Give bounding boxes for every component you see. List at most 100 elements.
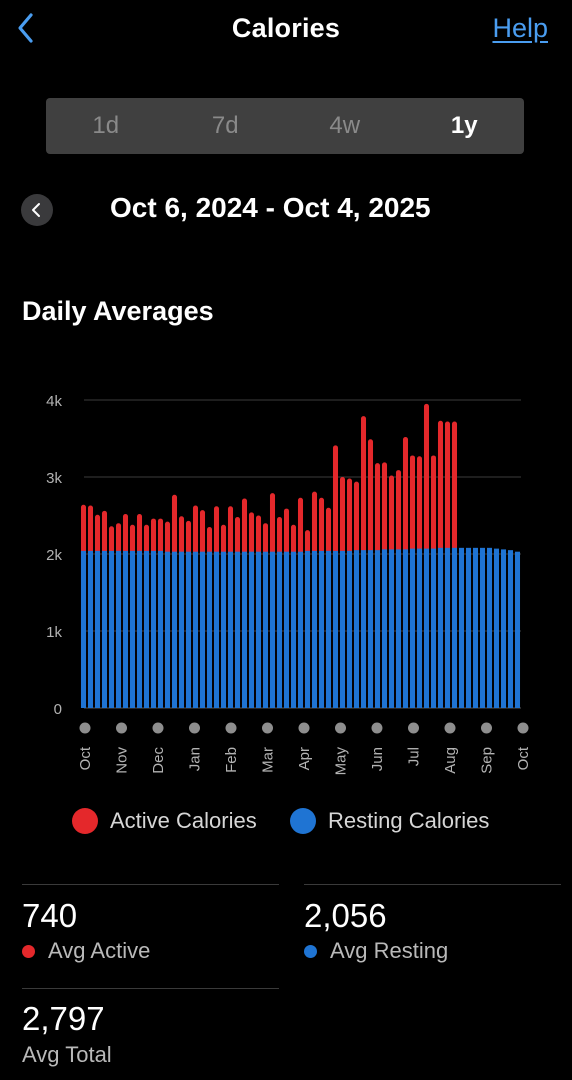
bar-resting	[486, 547, 493, 708]
legend-swatch-resting	[290, 808, 316, 834]
bar-resting	[122, 550, 129, 708]
bar-resting	[458, 547, 465, 708]
avg-total-value: 2,797	[22, 1000, 105, 1037]
legend-item-active: Active Calories	[72, 808, 257, 834]
x-tick-label: Dec	[150, 747, 167, 774]
avg-resting-label: Avg Resting	[304, 938, 448, 964]
bar-resting	[290, 551, 297, 708]
bar-resting	[276, 551, 283, 708]
tab-4w[interactable]: 4w	[329, 112, 361, 139]
legend-label-resting: Resting Calories	[328, 808, 490, 833]
bar-resting	[171, 551, 178, 708]
back-chevron-icon[interactable]	[12, 10, 42, 46]
bar-resting	[472, 547, 479, 708]
x-tick-label: Sep	[479, 747, 496, 774]
help-link[interactable]: Help	[492, 13, 548, 43]
y-tick-label: 4k	[46, 393, 62, 410]
x-tick-dot	[335, 722, 346, 734]
bar-resting	[143, 550, 150, 708]
bar-resting	[465, 547, 472, 708]
bar-resting	[451, 547, 458, 708]
legend-item-resting: Resting Calories	[290, 808, 489, 834]
bar-resting	[507, 550, 514, 708]
bar-resting	[234, 551, 241, 708]
calories-bar-chart: 0 1k 2k 3k 4k Oct Nov Dec Jan Feb Mar Apr May Jun Jul A…	[46, 393, 532, 775]
bar-resting	[185, 551, 192, 708]
previous-period-button[interactable]	[21, 194, 53, 226]
avg-active-label-text: Avg Active	[48, 938, 151, 963]
x-tick-label: Jul	[406, 747, 423, 766]
bar-resting	[108, 550, 115, 708]
avg-active-value: 740	[22, 897, 78, 934]
bar-resting	[416, 548, 423, 708]
avg-resting-label-text: Avg Resting	[330, 938, 449, 963]
bar-resting	[367, 550, 374, 708]
x-tick-dot	[298, 722, 310, 734]
bar-resting	[402, 549, 409, 708]
x-tick-dot	[408, 722, 419, 734]
x-tick-label: Oct	[515, 746, 532, 770]
bar-resting	[241, 551, 248, 708]
bar-resting	[360, 550, 367, 708]
header: Calories Help	[0, 0, 572, 60]
bar-resting	[262, 551, 269, 708]
bar-resting	[395, 549, 402, 708]
x-tick-label: Apr	[296, 747, 313, 770]
bar-resting	[353, 550, 360, 708]
bar-resting	[115, 550, 122, 708]
x-tick-label: Oct	[77, 746, 94, 770]
bar-resting	[206, 551, 213, 708]
bar-resting	[157, 550, 164, 708]
bar-resting	[192, 551, 199, 708]
bar-resting	[248, 551, 255, 708]
bar-resting	[178, 551, 185, 708]
bar-resting	[101, 550, 108, 708]
tab-1d[interactable]: 1d	[92, 112, 120, 139]
resting-dot-icon	[304, 944, 317, 958]
avg-total-label: Avg Total	[22, 1042, 112, 1067]
bar-resting	[227, 551, 234, 708]
y-tick-label: 3k	[46, 470, 62, 487]
stats-divider	[304, 884, 561, 885]
legend-swatch-active	[72, 808, 98, 834]
bar-resting	[479, 547, 486, 708]
bar-resting	[150, 550, 157, 708]
section-title: Daily Averages	[22, 296, 214, 326]
period-segmented-control: 1d 7d 4w 1y	[46, 98, 524, 154]
bar-resting	[409, 548, 416, 708]
x-tick-dot	[189, 722, 200, 734]
bar-resting	[444, 547, 451, 708]
avg-resting-value: 2,056	[304, 897, 387, 934]
page-title: Calories	[231, 13, 341, 43]
active-dot-icon	[22, 944, 35, 958]
x-tick-dot	[152, 722, 164, 734]
bar-resting	[388, 549, 395, 708]
bar-resting	[514, 551, 521, 708]
bar-resting	[283, 551, 290, 708]
bar-resting	[220, 551, 227, 708]
x-tick-dot	[225, 722, 237, 734]
legend-label-active: Active Calories	[110, 808, 257, 833]
date-range-row: Oct 6, 2024 - Oct 4, 2025	[0, 190, 572, 230]
x-tick-label: Mar	[260, 747, 277, 773]
bar-resting	[437, 547, 444, 708]
bar-resting	[94, 550, 101, 708]
tab-7d[interactable]: 7d	[211, 112, 239, 139]
x-tick-label: Jan	[187, 747, 204, 771]
bar-resting	[374, 550, 381, 708]
bar-resting	[311, 550, 318, 708]
tab-1y[interactable]: 1y	[450, 112, 478, 139]
bar-resting	[332, 550, 339, 708]
y-tick-label: 0	[54, 701, 62, 718]
bar-resting	[164, 551, 171, 708]
bar-resting	[297, 551, 304, 708]
date-range-label: Oct 6, 2024 - Oct 4, 2025	[110, 192, 431, 223]
x-tick-dot	[517, 722, 529, 734]
x-tick-dot	[444, 722, 456, 734]
stats-divider	[22, 884, 279, 885]
bar-resting	[500, 549, 507, 708]
bar-resting	[87, 550, 94, 708]
avg-active-label: Avg Active	[22, 938, 150, 964]
bar-resting	[346, 550, 353, 708]
bar-resting	[318, 550, 325, 708]
